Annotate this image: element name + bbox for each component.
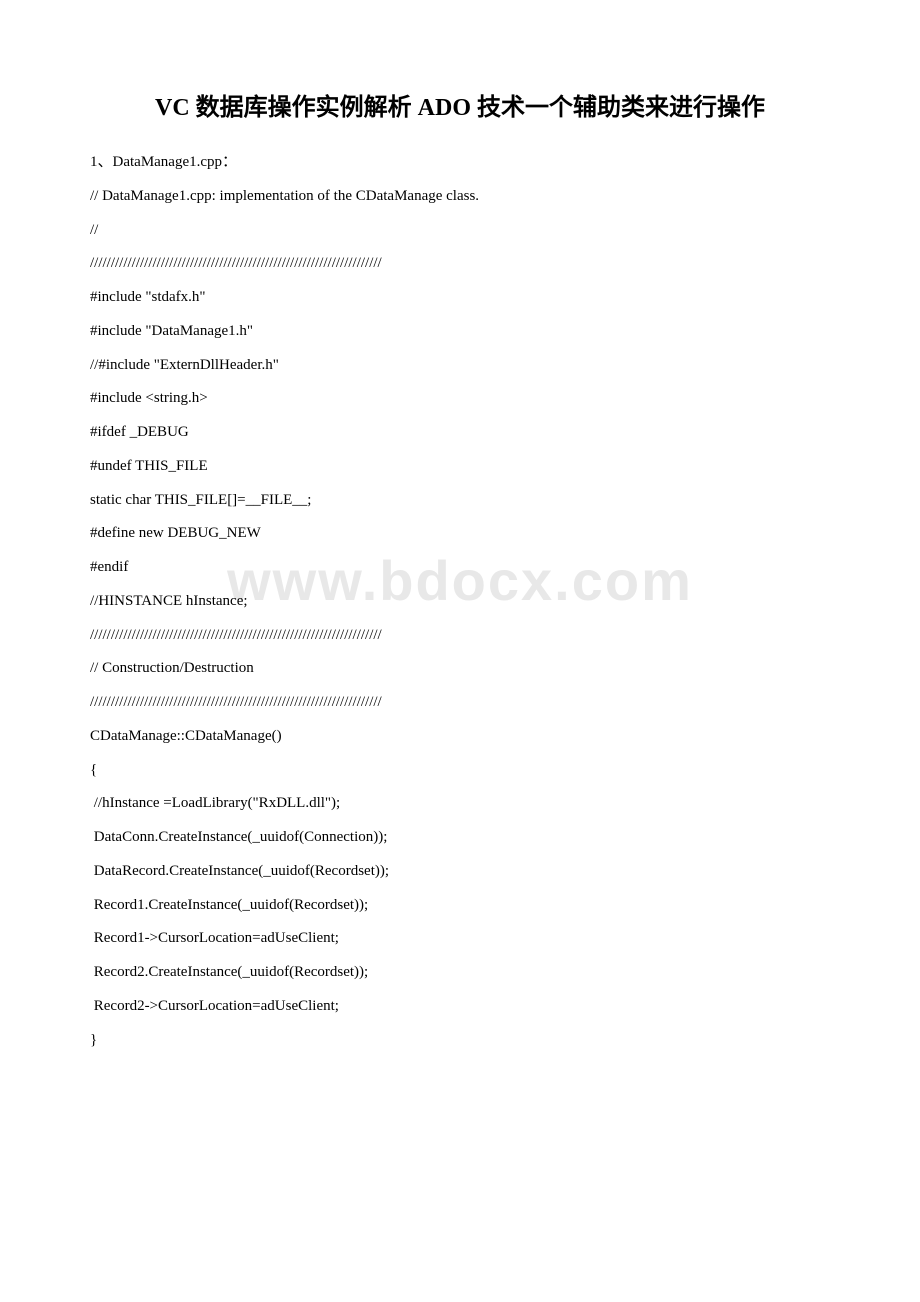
code-line: static char THIS_FILE[]=__FILE__;: [90, 484, 830, 518]
code-line: // DataManage1.cpp: implementation of th…: [90, 180, 830, 214]
document-page: VC 数据库操作实例解析 ADO 技术一个辅助类来进行操作 1、DataMana…: [0, 0, 920, 1117]
code-line: ////////////////////////////////////////…: [90, 247, 830, 281]
code-line: Record1.CreateInstance(_uuidof(Recordset…: [90, 889, 830, 923]
code-line: Record2->CursorLocation=adUseClient;: [90, 990, 830, 1024]
code-line: #undef THIS_FILE: [90, 450, 830, 484]
document-title: VC 数据库操作实例解析 ADO 技术一个辅助类来进行操作: [90, 90, 830, 126]
code-line: }: [90, 1024, 830, 1058]
code-block: 1、DataManage1.cpp：// DataManage1.cpp: im…: [90, 146, 830, 1057]
code-line: #include "DataManage1.h": [90, 315, 830, 349]
code-line: ////////////////////////////////////////…: [90, 686, 830, 720]
code-line: Record1->CursorLocation=adUseClient;: [90, 922, 830, 956]
code-line: DataRecord.CreateInstance(_uuidof(Record…: [90, 855, 830, 889]
code-line: #endif: [90, 551, 830, 585]
code-line: //HINSTANCE hInstance;: [90, 585, 830, 619]
code-line: #include "stdafx.h": [90, 281, 830, 315]
code-line: //#include "ExternDllHeader.h": [90, 349, 830, 383]
code-line: {: [90, 754, 830, 788]
code-line: #define new DEBUG_NEW: [90, 517, 830, 551]
code-line: // Construction/Destruction: [90, 652, 830, 686]
document-content: VC 数据库操作实例解析 ADO 技术一个辅助类来进行操作 1、DataMana…: [90, 90, 830, 1057]
code-line: //: [90, 214, 830, 248]
code-line: #include <string.h>: [90, 382, 830, 416]
code-line: DataConn.CreateInstance(_uuidof(Connecti…: [90, 821, 830, 855]
code-line: Record2.CreateInstance(_uuidof(Recordset…: [90, 956, 830, 990]
code-line: #ifdef _DEBUG: [90, 416, 830, 450]
code-line: 1、DataManage1.cpp：: [90, 146, 830, 180]
code-line: //hInstance =LoadLibrary("RxDLL.dll");: [90, 787, 830, 821]
code-line: CDataManage::CDataManage(): [90, 720, 830, 754]
code-line: ////////////////////////////////////////…: [90, 619, 830, 653]
